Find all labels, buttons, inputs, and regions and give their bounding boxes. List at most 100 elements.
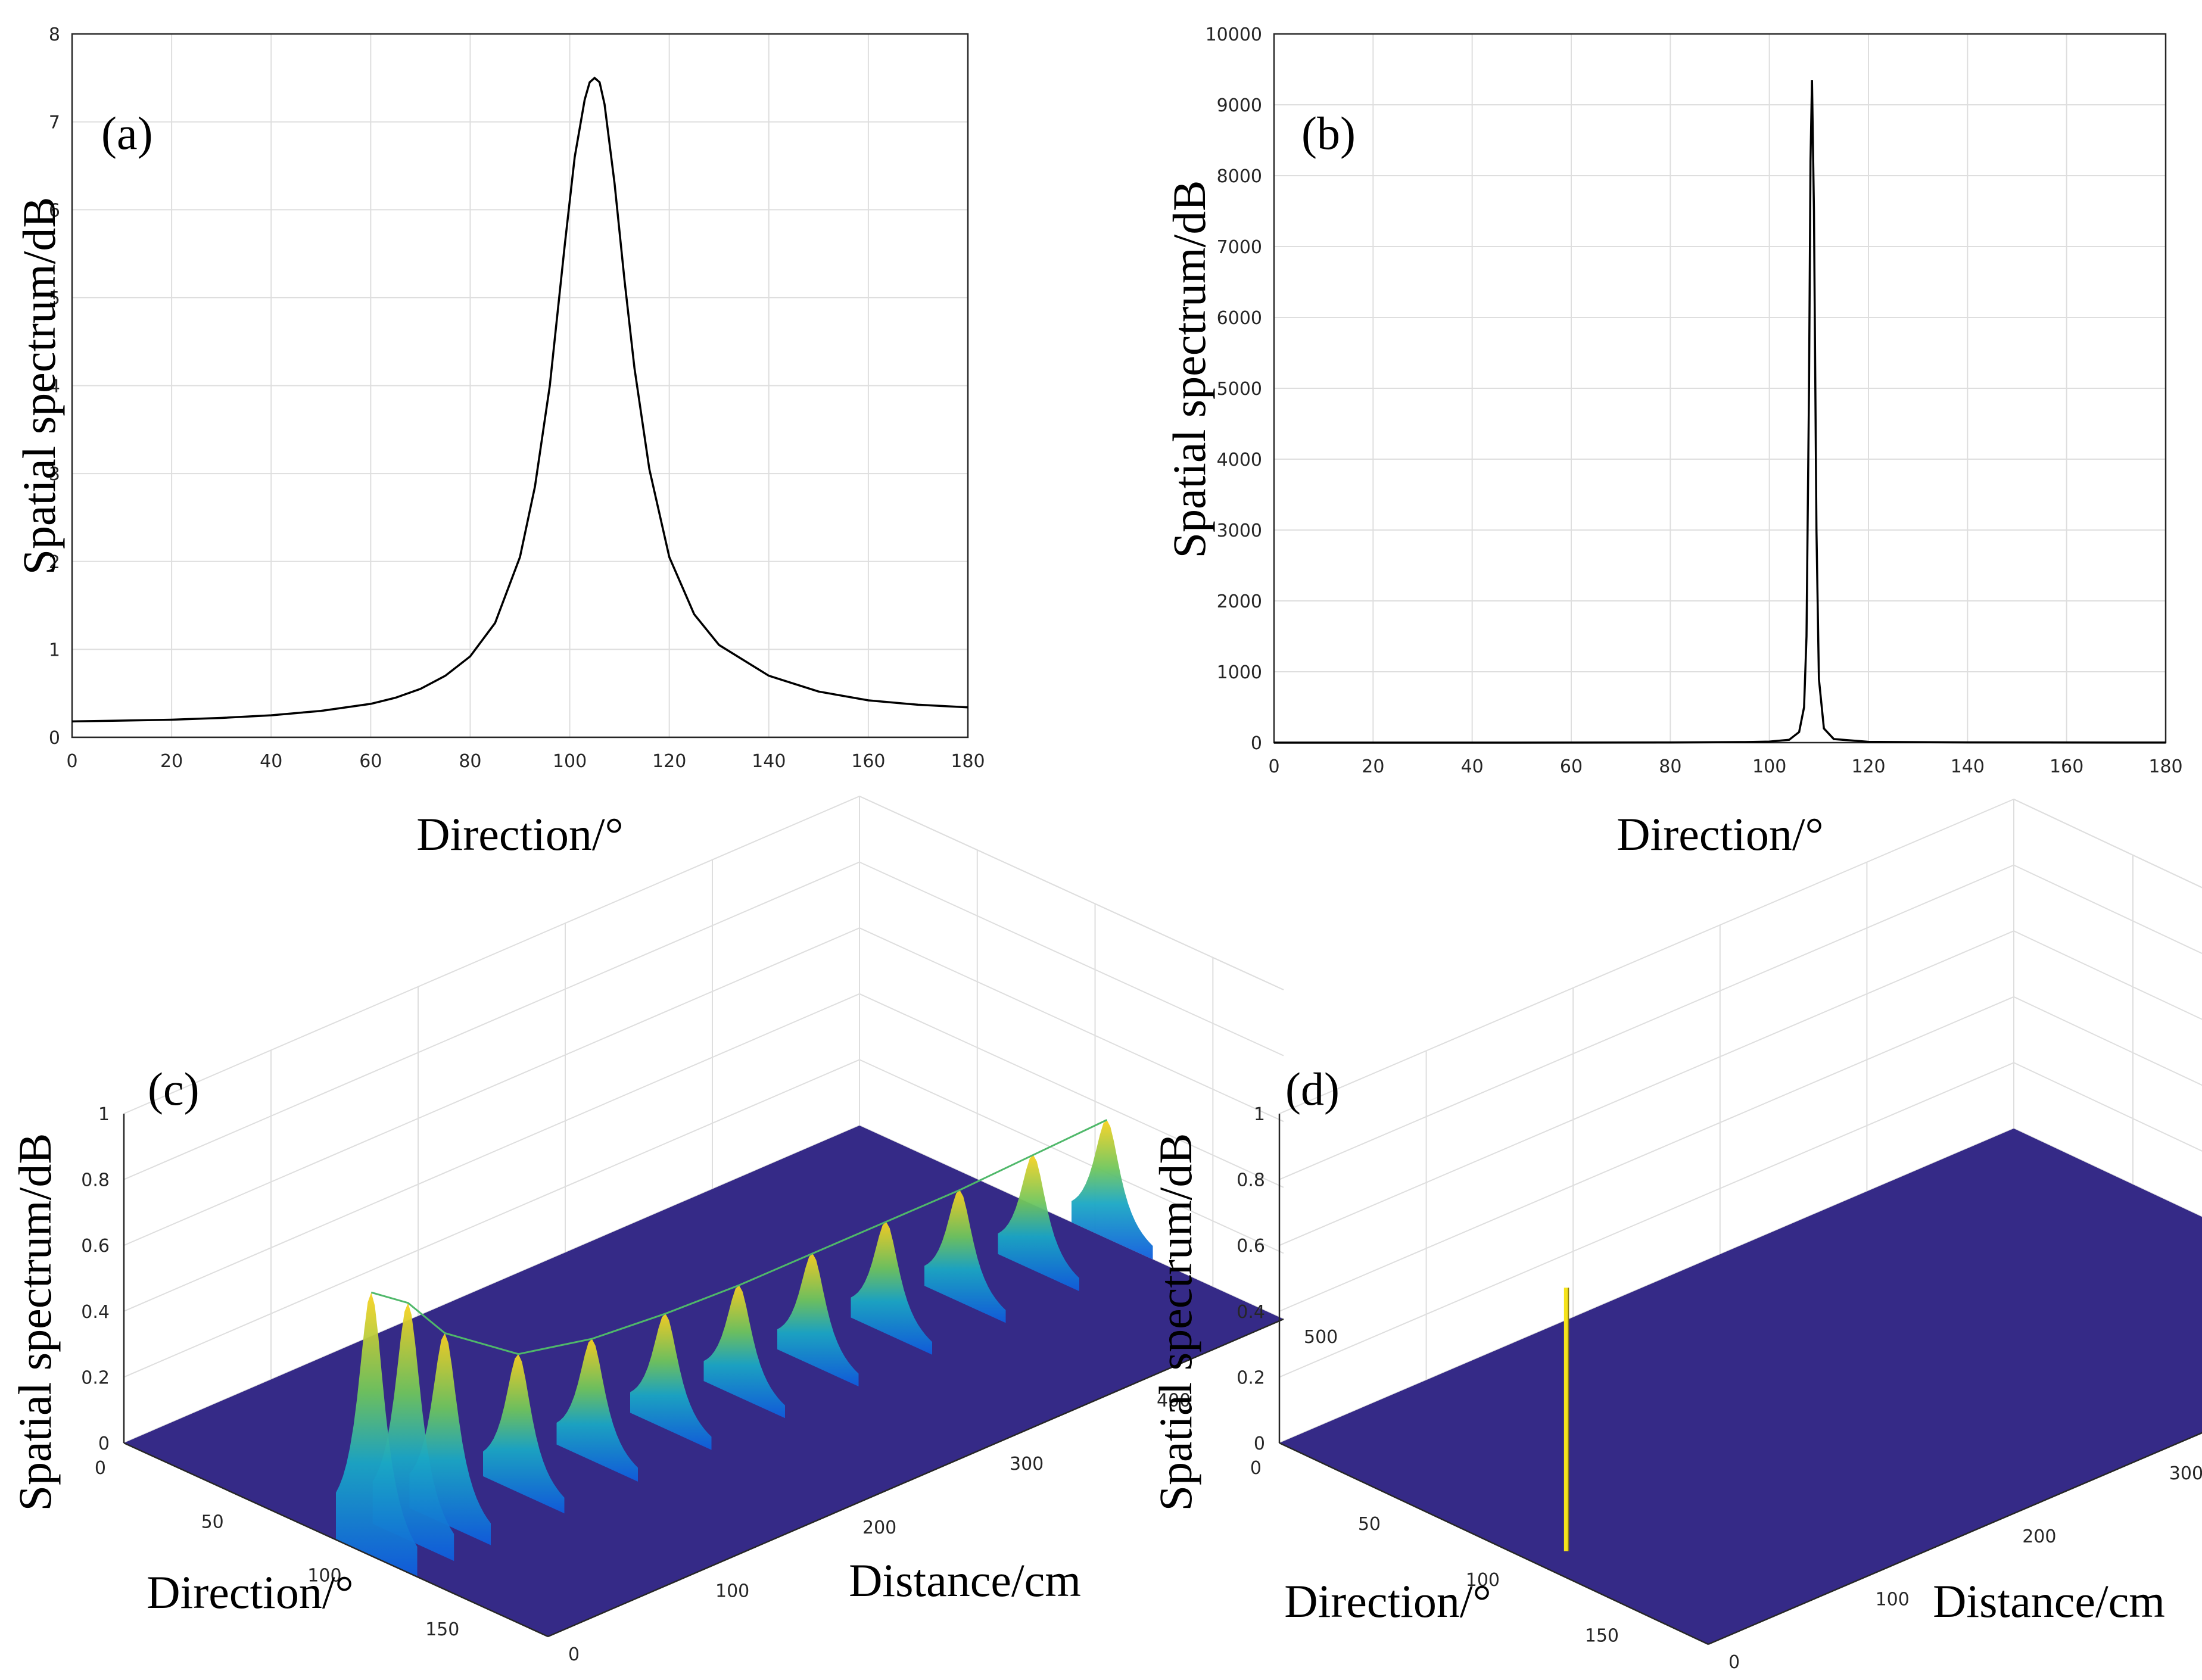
b-ytick-label: 5000 xyxy=(1217,379,1262,400)
d-grid-line xyxy=(2013,799,2202,889)
chart-c-ridge-slice xyxy=(998,1155,1079,1292)
d-grid-line xyxy=(1279,864,2014,1180)
chart-c-ridge-slice xyxy=(630,1313,712,1450)
b-ytick-label: 0 xyxy=(1251,733,1262,754)
chart-d-surface-floor xyxy=(1279,1129,2202,1644)
c-grid-line xyxy=(123,796,860,1114)
c-ztick-label: 0 xyxy=(98,1433,110,1454)
b-ytick-label: 6000 xyxy=(1217,308,1262,329)
d-xtick-label: 100 xyxy=(1466,1570,1500,1591)
chart-c-ridge-slice xyxy=(851,1221,932,1355)
d-grid-line xyxy=(2013,799,2202,889)
chart-b-grid xyxy=(1274,34,2166,743)
d-xtick-label: 0 xyxy=(1250,1458,1262,1479)
chart-d-peak xyxy=(1563,1288,1569,1551)
c-ytick-label: 0 xyxy=(568,1644,580,1665)
b-ytick-label: 2000 xyxy=(1217,591,1262,612)
a-xtick-label: 140 xyxy=(752,751,786,772)
chart-a-panel-label: (a) xyxy=(101,107,153,159)
b-ytick-label: 9000 xyxy=(1217,95,1262,116)
chart-a-xlabel: Direction/° xyxy=(416,808,623,860)
c-ztick-label: 0.2 xyxy=(81,1367,110,1388)
chart-a-frame xyxy=(71,33,969,738)
chart-d-panel-label: (d) xyxy=(1285,1063,1340,1115)
a-ytick-label: 4 xyxy=(49,376,60,397)
c-ytick-label: 200 xyxy=(862,1517,896,1538)
b-ytick-label: 8000 xyxy=(1217,166,1262,187)
d-x-axis xyxy=(1279,1442,1709,1645)
chart-b-panel-label: (b) xyxy=(1301,107,1356,159)
d-ytick-label: 300 xyxy=(2169,1463,2202,1484)
d-ztick-label: 0.6 xyxy=(1237,1236,1265,1257)
c-xtick-label: 100 xyxy=(307,1566,341,1587)
chart-b-series-line xyxy=(1274,80,2166,744)
chart-a-ylabel: Spatial spectrum/dB xyxy=(13,197,65,575)
chart-a-grid xyxy=(72,34,968,737)
a-xtick-label: 20 xyxy=(160,751,183,772)
a-xtick-label: 80 xyxy=(459,751,481,772)
a-ytick-label: 0 xyxy=(49,728,60,749)
b-xtick-label: 140 xyxy=(1951,756,1985,777)
d-xtick-label: 150 xyxy=(1585,1626,1619,1647)
b-ytick-label: 1000 xyxy=(1217,662,1262,683)
chart-c-xlabel: Direction/° xyxy=(147,1566,353,1618)
c-xtick-label: 50 xyxy=(201,1511,224,1532)
chart-c-ridge-slice xyxy=(777,1253,859,1386)
a-xtick-label: 120 xyxy=(652,751,686,772)
chart-c-ridge-crest xyxy=(370,1119,1107,1355)
d-grid-line xyxy=(1279,930,2014,1246)
c-ytick-label: 400 xyxy=(1157,1391,1191,1411)
chart-a-series-line xyxy=(71,76,968,723)
d-xtick-label: 50 xyxy=(1358,1514,1381,1535)
c-ytick-label: 300 xyxy=(1010,1454,1044,1475)
b-xtick-label: 120 xyxy=(1851,756,1885,777)
a-ytick-label: 3 xyxy=(49,464,60,485)
d-grid-line xyxy=(2013,864,2202,955)
chart-b-ticks: 0 20 40 60 80 100 120 140 160 180 0 1000 2000 3000 400… xyxy=(1206,24,2183,777)
d-ztick-label: 1 xyxy=(1254,1104,1265,1125)
d-ytick-label: 200 xyxy=(2022,1526,2056,1547)
c-grid-line xyxy=(123,861,860,1180)
b-ytick-label: 4000 xyxy=(1217,450,1262,470)
b-xtick-label: 160 xyxy=(2050,756,2083,777)
chart-c-ridge-slice xyxy=(703,1285,785,1419)
b-xtick-label: 20 xyxy=(1362,756,1384,777)
a-xtick-label: 40 xyxy=(260,751,282,772)
d-ytick-label: 100 xyxy=(1876,1589,1910,1610)
d-grid-line xyxy=(2013,996,2202,1086)
a-xtick-label: 160 xyxy=(851,751,885,772)
c-ztick-label: 0.6 xyxy=(81,1236,110,1257)
a-ytick-label: 6 xyxy=(49,200,60,221)
a-xtick-label: 100 xyxy=(553,751,587,772)
chart-c: 00.20.40.60.810501001500100200300400500 … xyxy=(9,796,1338,1665)
c-grid-line xyxy=(123,993,860,1312)
chart-c-panel-label: (c) xyxy=(148,1063,200,1115)
chart-c-ridge-slice xyxy=(483,1354,565,1514)
b-xtick-label: 40 xyxy=(1461,756,1484,777)
c-y-axis xyxy=(547,1318,1284,1638)
b-xtick-label: 0 xyxy=(1268,756,1279,777)
d-grid-line xyxy=(2013,930,2202,1020)
a-ytick-label: 5 xyxy=(49,288,60,309)
chart-d-ylabel: Distance/cm xyxy=(1933,1575,2165,1627)
a-xtick-label: 0 xyxy=(66,751,77,772)
b-xtick-label: 80 xyxy=(1659,756,1681,777)
a-ytick-label: 2 xyxy=(49,552,60,573)
b-ytick-label: 7000 xyxy=(1217,237,1262,258)
d-grid-line xyxy=(1279,1062,2014,1378)
b-xtick-label: 100 xyxy=(1752,756,1786,777)
d-grid-line xyxy=(2013,1062,2202,1152)
c-grid-line xyxy=(123,1059,860,1378)
chart-c-zlabel: Spatial spectrum/dB xyxy=(9,1133,61,1511)
b-ytick-label: 3000 xyxy=(1217,520,1262,541)
a-ytick-label: 8 xyxy=(49,24,60,45)
c-grid-line xyxy=(859,861,1284,1056)
chart-b-ylabel: Spatial spectrum/dB xyxy=(1163,180,1215,559)
chart-c-ridge-slice xyxy=(1072,1120,1153,1260)
chart-c-ridge-slice xyxy=(924,1190,1006,1323)
chart-a-ticks: 0 20 40 60 80 100 120 140 160 180 0 1 2 3 4 5 6 7 8 xyxy=(49,24,985,772)
chart-c-ridge xyxy=(336,1119,1153,1577)
chart-b-xlabel: Direction/° xyxy=(1617,808,1823,860)
